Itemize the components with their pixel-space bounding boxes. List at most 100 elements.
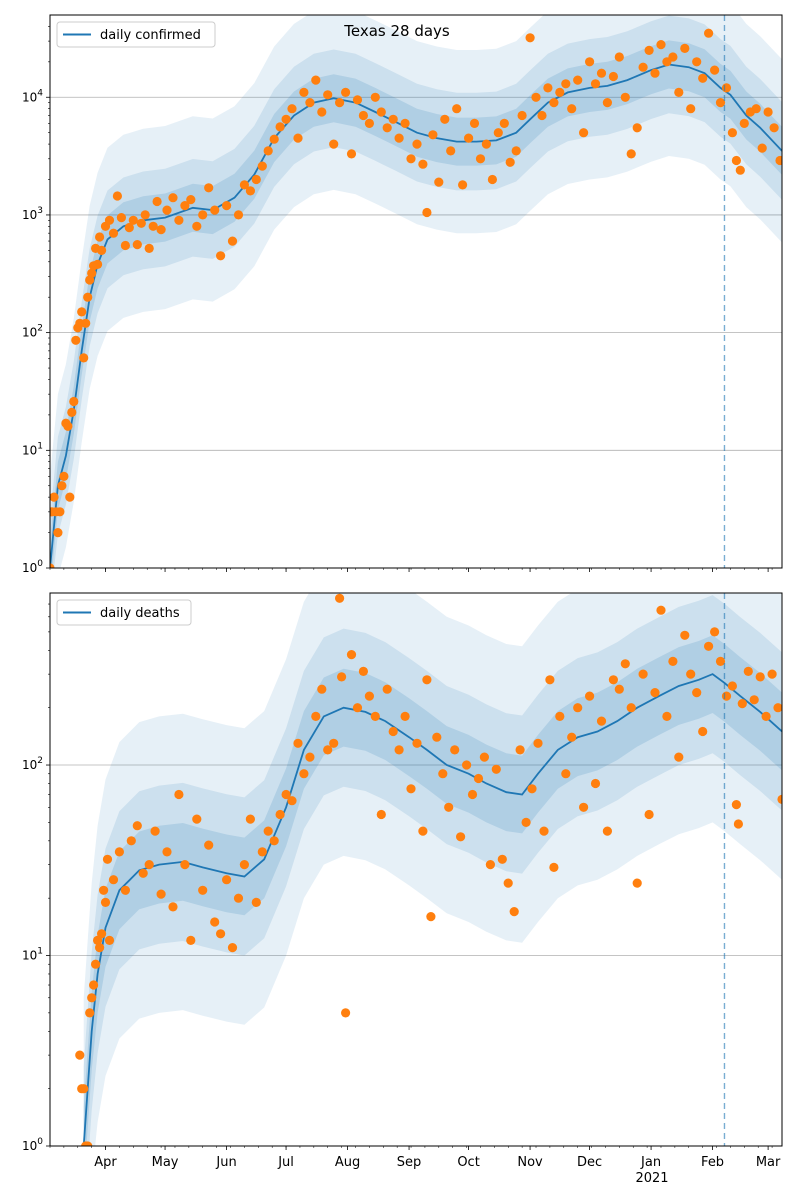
x-tick-label: Jan <box>640 1155 661 1170</box>
observed-point <box>596 716 607 726</box>
observed-point <box>358 110 368 121</box>
observed-point <box>438 769 448 779</box>
observed-point <box>674 87 684 97</box>
observed-point <box>473 773 484 784</box>
observed-point <box>525 33 535 43</box>
observed-point <box>108 228 119 238</box>
observed-point <box>731 155 742 166</box>
observed-point <box>761 711 771 722</box>
observed-point <box>132 240 142 250</box>
axes-frame <box>49 592 783 1147</box>
observed-point <box>467 789 478 800</box>
observed-point <box>545 675 555 685</box>
observed-point <box>733 819 744 829</box>
observed-point <box>116 213 126 223</box>
observed-point <box>656 40 666 50</box>
observed-point <box>144 243 154 253</box>
observed-point <box>89 980 99 990</box>
observed-point <box>573 703 583 713</box>
observed-point <box>650 68 660 78</box>
observed-point <box>452 104 462 114</box>
y-tick-label: 101 <box>22 947 43 963</box>
y-tick-base: 10 <box>22 443 37 457</box>
observed-point <box>608 71 619 82</box>
observed-point <box>323 745 333 755</box>
observed-point <box>124 223 134 233</box>
observed-point <box>412 139 422 149</box>
y-tick-label: 102 <box>22 324 43 340</box>
observed-point <box>95 943 105 953</box>
observed-point <box>644 45 654 56</box>
observed-point <box>731 800 742 810</box>
observed-point <box>458 180 468 190</box>
observed-point <box>329 738 339 748</box>
observed-point <box>710 627 720 637</box>
observed-point <box>162 847 172 857</box>
observed-point <box>515 745 525 755</box>
observed-point <box>257 847 267 857</box>
observed-point <box>104 215 115 225</box>
y-tick-label: 100 <box>22 1137 43 1153</box>
observed-point <box>198 885 208 895</box>
y-tick-base: 10 <box>22 758 37 772</box>
y-tick-exponent: 1 <box>37 947 43 957</box>
observed-point <box>100 897 111 908</box>
observed-point <box>337 672 347 682</box>
observed-point <box>497 854 507 864</box>
observed-point <box>644 809 654 820</box>
observed-point <box>346 149 357 159</box>
observed-point <box>493 128 503 138</box>
observed-point <box>608 675 619 685</box>
observed-point <box>83 1141 93 1146</box>
observed-point <box>382 123 392 133</box>
observed-point <box>156 889 166 899</box>
observed-point <box>50 492 59 502</box>
observed-point <box>710 65 720 75</box>
observed-point <box>531 92 541 102</box>
observed-point <box>174 215 184 225</box>
observed-point <box>352 703 363 713</box>
observed-point <box>293 133 303 143</box>
observed-point <box>487 174 497 185</box>
observed-point <box>428 130 438 140</box>
observed-point <box>394 745 404 755</box>
uncertainty-band <box>83 595 782 1146</box>
observed-point <box>275 809 285 820</box>
observed-point <box>329 139 339 149</box>
observed-point <box>412 738 422 748</box>
observed-point <box>567 732 577 742</box>
observed-point <box>67 407 77 417</box>
observed-point <box>245 186 255 196</box>
observed-point <box>376 107 386 117</box>
observed-point <box>97 245 107 255</box>
y-tick-base: 10 <box>22 561 37 575</box>
legend-box <box>56 21 216 48</box>
observed-point <box>638 62 648 72</box>
observed-point <box>668 52 678 62</box>
observed-point <box>128 215 138 225</box>
observed-point <box>555 87 565 97</box>
observed-point <box>656 605 666 615</box>
observed-point <box>227 943 238 953</box>
observed-point <box>132 821 142 831</box>
observed-point <box>317 107 327 117</box>
observed-point <box>269 134 279 144</box>
observed-point <box>87 993 97 1003</box>
y-tick-exponent: 3 <box>37 206 43 216</box>
figure-title: Texas 28 days <box>343 22 450 40</box>
observed-point <box>767 669 777 679</box>
observed-point <box>192 221 202 231</box>
observed-point <box>638 669 648 679</box>
observed-point <box>440 114 450 124</box>
y-tick-exponent: 0 <box>37 559 43 569</box>
observed-point <box>77 307 87 317</box>
observed-point <box>370 711 380 722</box>
observed-point <box>275 122 285 132</box>
x-tick-label: Jul <box>277 1155 294 1170</box>
observed-point <box>561 769 571 779</box>
observed-point <box>358 666 368 677</box>
observed-point <box>299 769 309 779</box>
observed-point <box>620 659 630 669</box>
y-tick-exponent: 2 <box>37 756 43 766</box>
observed-point <box>293 738 303 748</box>
